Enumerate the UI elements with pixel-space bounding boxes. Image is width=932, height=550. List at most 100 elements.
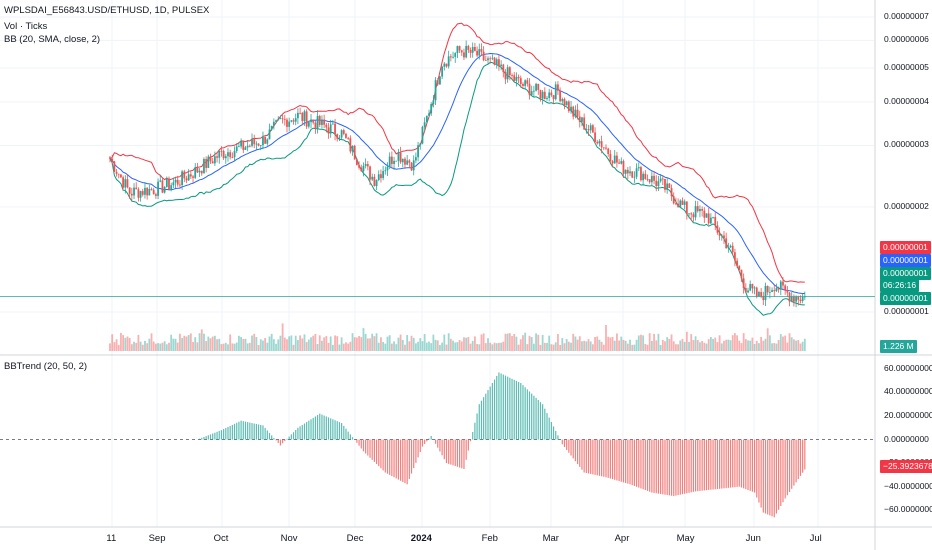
candle <box>688 213 690 219</box>
bbtrend-bar <box>620 439 622 482</box>
candle <box>511 73 513 80</box>
bbtrend-bar <box>769 439 771 516</box>
volume-bar <box>345 342 347 351</box>
volume-bar <box>443 334 446 351</box>
bbtrend-bar <box>330 418 332 440</box>
bbtrend-bar <box>568 439 570 453</box>
candle-body <box>703 210 706 218</box>
volume-bar <box>786 342 789 351</box>
volume-badge: 1.226 M <box>880 340 917 353</box>
volume-bar <box>506 333 509 351</box>
candle <box>454 52 457 63</box>
volume-bar <box>709 337 712 351</box>
candle-body <box>598 141 601 144</box>
candle-body <box>231 157 234 158</box>
candle-body <box>515 76 518 81</box>
candle-body <box>683 201 686 205</box>
candle-body <box>631 171 634 178</box>
candle-body <box>642 173 645 181</box>
candle <box>537 83 540 95</box>
volume-bar <box>465 337 468 351</box>
candle <box>738 265 741 273</box>
bbtrend-bar <box>616 439 618 481</box>
volume-legend[interactable]: Vol · Ticks <box>4 21 48 32</box>
candle-body <box>484 60 487 61</box>
volume-bar <box>758 343 760 351</box>
volume-bar <box>150 333 153 351</box>
bbtrend-bar <box>275 439 277 441</box>
candle-body <box>168 178 170 190</box>
volume-bar <box>307 339 310 351</box>
candle-body <box>336 134 339 139</box>
volume-bar <box>200 329 203 351</box>
bbtrend-bar <box>500 373 502 440</box>
candle <box>294 113 297 126</box>
candle <box>299 107 301 115</box>
bbtrend-bar <box>308 420 310 440</box>
candle <box>670 184 673 201</box>
bbtrend-histogram <box>0 372 875 518</box>
candle-body <box>605 147 607 149</box>
volume-bar <box>279 335 282 351</box>
candle-body <box>380 174 382 179</box>
bbtrend-bar <box>520 383 522 440</box>
candle <box>307 120 310 129</box>
volume-bar <box>611 336 614 351</box>
time-tick-label: Nov <box>280 533 298 544</box>
candle-body <box>235 146 238 152</box>
candle <box>358 161 360 170</box>
bbtrend-bar <box>590 439 592 474</box>
candle-body <box>591 125 594 133</box>
bbtrend-bar <box>598 439 601 476</box>
volume-bar <box>626 343 629 351</box>
candle <box>675 197 677 206</box>
volume-bar <box>373 336 376 351</box>
bbtrend-bar <box>417 439 419 458</box>
bb-legend[interactable]: BB (20, SMA, close, 2) <box>4 34 101 45</box>
volume-bar <box>189 333 192 351</box>
volume-bar <box>268 336 271 351</box>
bbtrend-bar <box>360 439 362 449</box>
candle-body <box>430 104 433 114</box>
candle-body <box>738 265 741 270</box>
bbtrend-legend[interactable]: BBTrend (20, 50, 2) <box>4 361 88 372</box>
bbtrend-bar <box>341 423 343 440</box>
bbtrend-bar <box>286 438 288 440</box>
candle <box>441 65 444 80</box>
bbtrend-bar <box>448 439 450 464</box>
volume-bar <box>672 341 675 351</box>
bbtrend-bar <box>668 439 670 496</box>
candle-body <box>624 169 627 174</box>
candle-body <box>369 166 371 180</box>
volume-bar <box>782 336 784 351</box>
volume-bar <box>135 342 138 351</box>
bbtrend-bar <box>664 439 666 495</box>
candle-body <box>318 115 321 125</box>
candle-body <box>709 217 712 224</box>
candle <box>207 154 210 169</box>
bbtrend-bar <box>528 391 531 440</box>
candle-body <box>244 147 247 150</box>
bbtrend-bar <box>618 439 620 482</box>
candle-body <box>513 75 516 81</box>
candle <box>279 115 282 120</box>
candle-body <box>126 179 129 188</box>
volume-bar <box>653 333 655 351</box>
volume-bar <box>231 343 234 351</box>
bbtrend-bar <box>782 439 784 503</box>
candle <box>583 113 586 130</box>
bbtrend-bar <box>743 439 745 489</box>
volume-bar <box>563 343 566 351</box>
bbtrend-bar <box>640 439 642 489</box>
candle-body <box>613 155 616 164</box>
candle-body <box>679 200 682 208</box>
candle <box>430 102 433 116</box>
candle <box>598 139 601 147</box>
volume-bar <box>283 337 286 351</box>
volume-bar <box>181 337 184 351</box>
bbtrend-bar <box>646 439 649 491</box>
bbtrend-bar <box>496 375 498 440</box>
candle <box>170 182 173 192</box>
candle-body <box>736 260 738 266</box>
